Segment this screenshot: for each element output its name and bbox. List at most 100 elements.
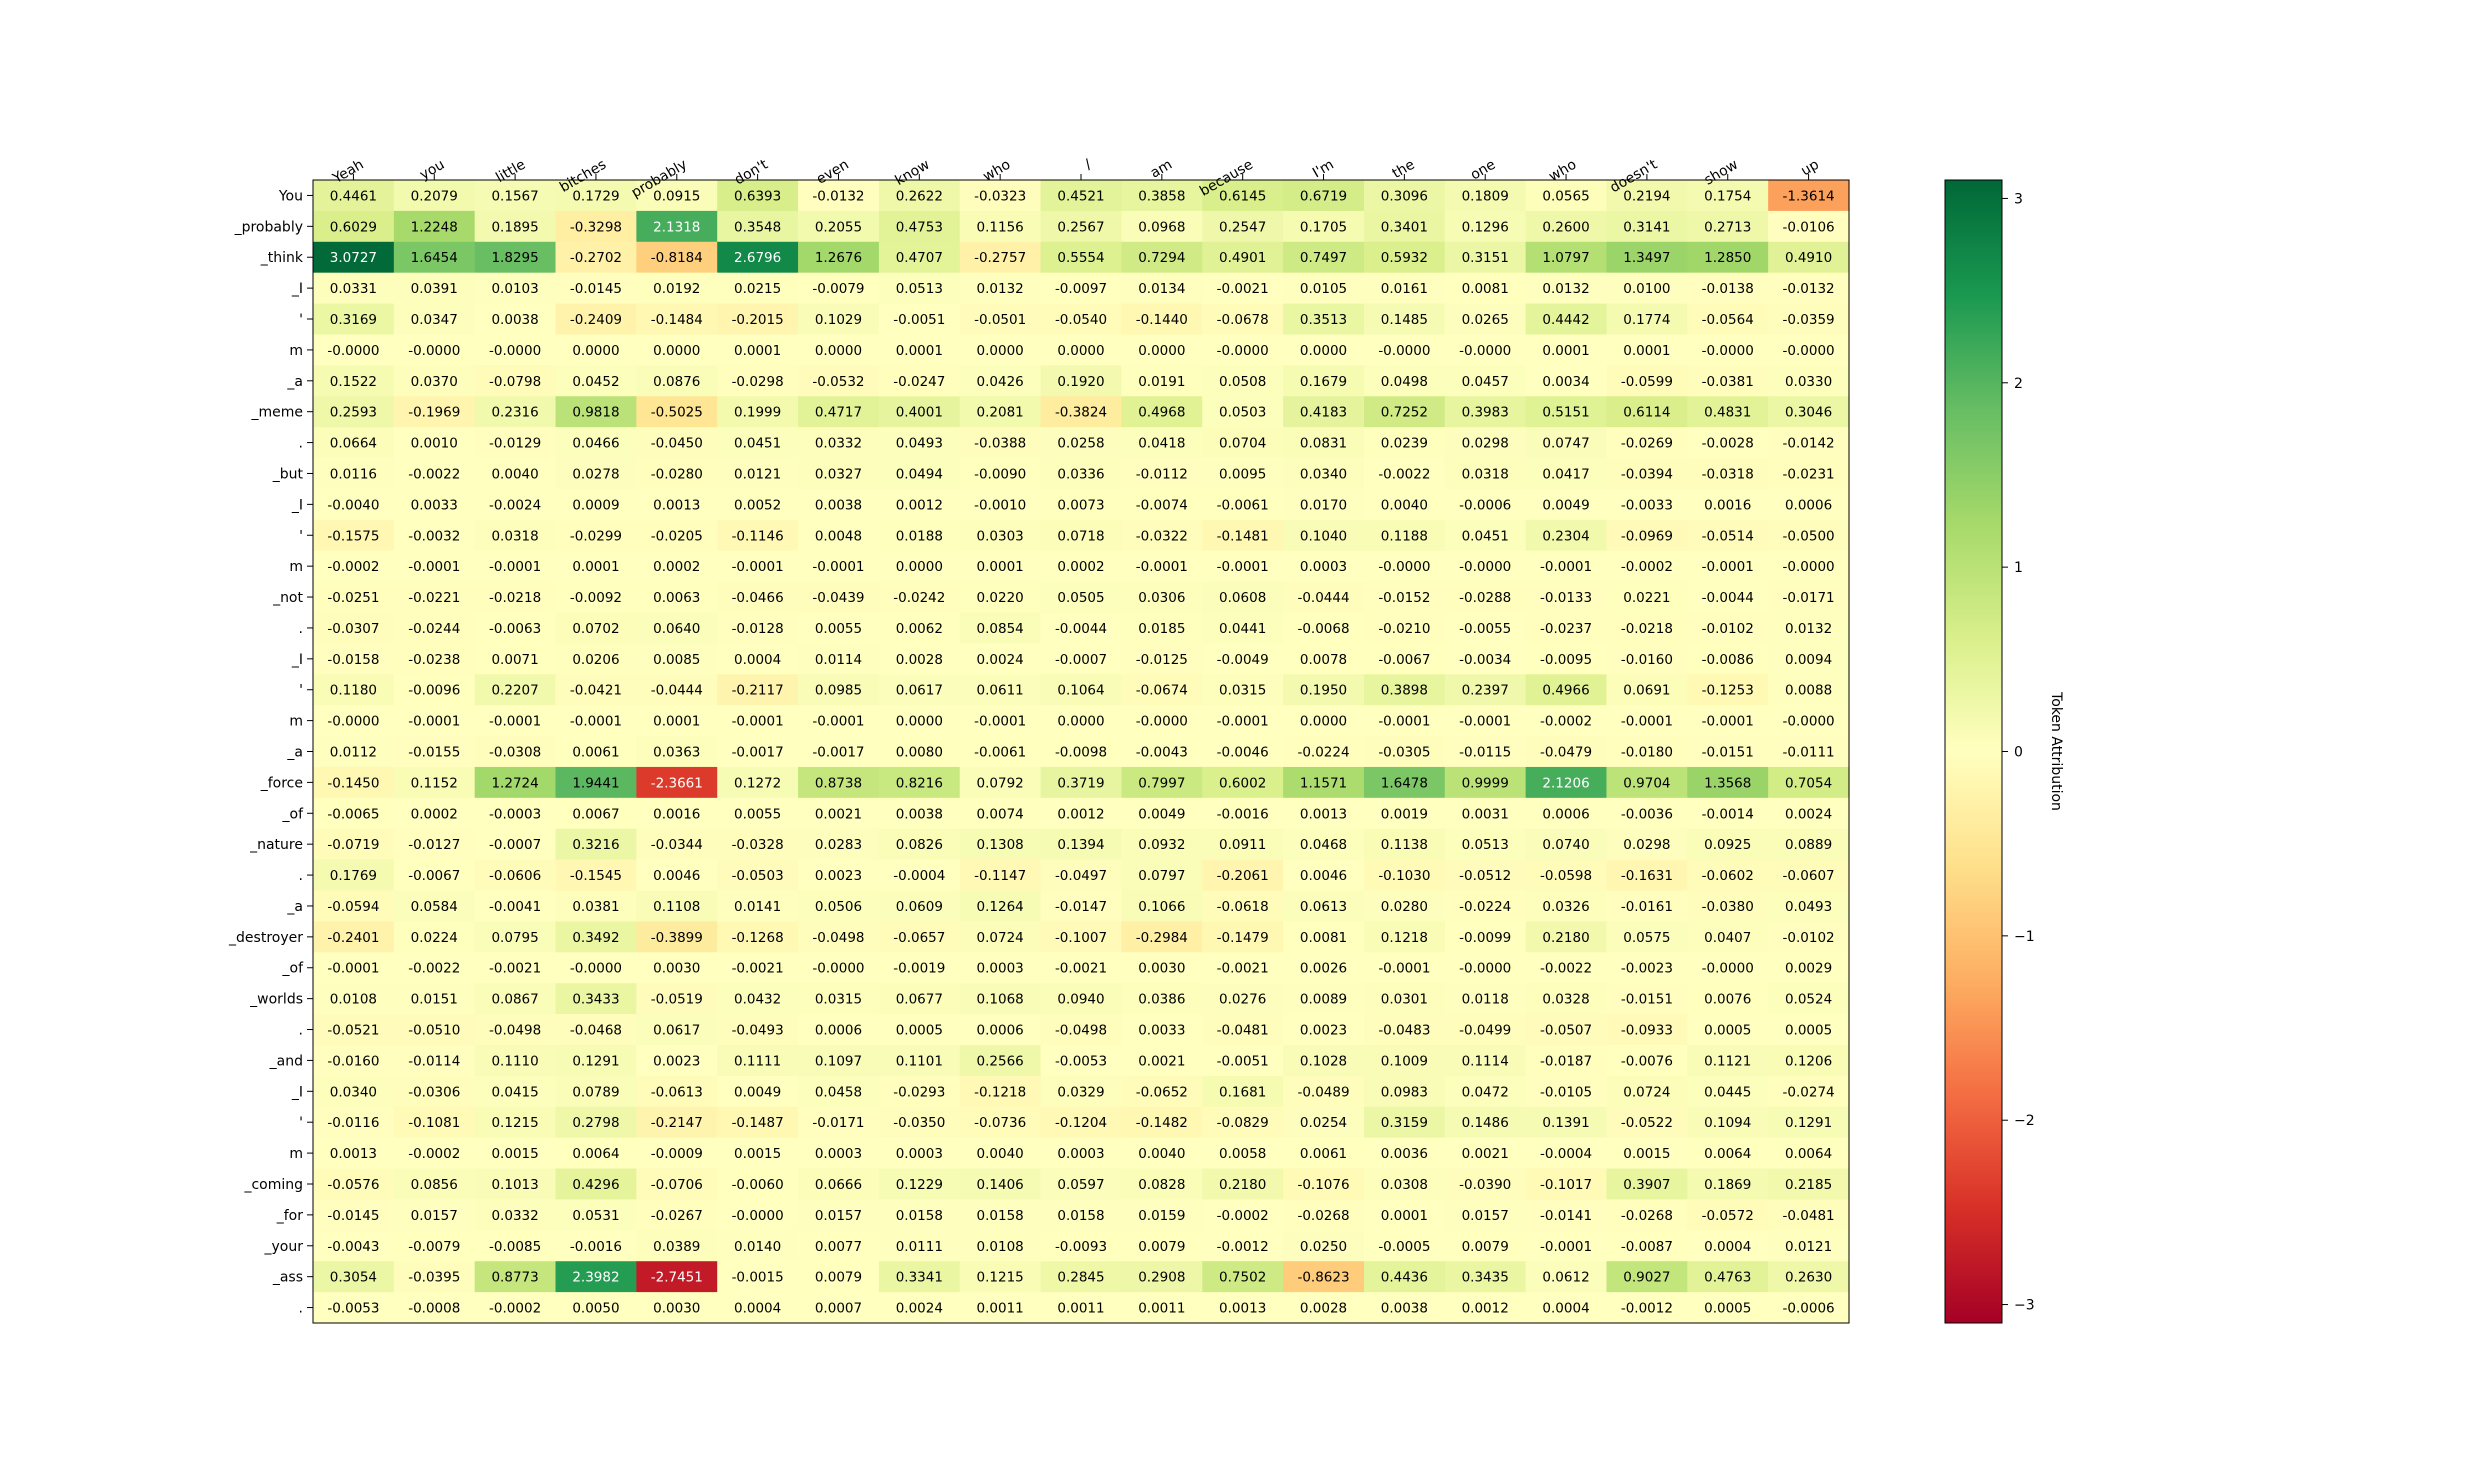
heatmap-cell bbox=[393, 1075, 476, 1108]
cell-value-label: 0.0024 bbox=[1785, 806, 1832, 822]
heatmap-cell bbox=[1202, 890, 1284, 923]
cell-value-label: -0.0093 bbox=[1055, 1239, 1107, 1255]
colorbar-ticks: 3 2 1 0 −1 −2 −3 bbox=[2002, 191, 2035, 1314]
heatmap-cell bbox=[717, 396, 799, 428]
y-tick-label: m bbox=[289, 559, 303, 575]
cell-value-label: -0.0002 bbox=[327, 559, 379, 575]
cell-value-label: 0.0073 bbox=[1057, 497, 1104, 513]
heatmap-cell bbox=[1606, 550, 1688, 583]
cell-value-label: 0.0055 bbox=[815, 621, 862, 637]
heatmap-cell bbox=[636, 303, 718, 336]
cell-value-label: 0.8216 bbox=[896, 775, 943, 791]
heatmap-cell bbox=[1768, 488, 1850, 521]
cell-value-label: 0.0005 bbox=[896, 1023, 943, 1039]
heatmap-cell bbox=[1283, 797, 1365, 830]
heatmap-cell bbox=[636, 797, 718, 830]
heatmap-cell bbox=[1444, 581, 1527, 614]
cell-value-label: 0.0828 bbox=[1138, 1177, 1185, 1193]
cell-value-label: 0.4901 bbox=[1219, 250, 1266, 266]
cell-value-label: -0.0000 bbox=[327, 714, 379, 730]
heatmap-cell bbox=[555, 334, 637, 366]
heatmap-cell bbox=[1283, 1168, 1365, 1201]
heatmap-cell bbox=[1606, 952, 1688, 984]
heatmap-cell bbox=[1768, 797, 1850, 830]
cell-value-label: -2.3661 bbox=[651, 775, 703, 791]
heatmap-cell bbox=[393, 705, 476, 737]
cell-value-label: 0.0826 bbox=[896, 837, 943, 853]
heatmap-cell bbox=[555, 1044, 637, 1077]
heatmap-cell bbox=[1283, 1292, 1365, 1324]
cell-value-label: -0.0798 bbox=[489, 374, 541, 390]
cell-value-label: 0.1291 bbox=[1785, 1115, 1832, 1131]
heatmap-cell bbox=[474, 797, 557, 830]
y-tick-label: _but bbox=[272, 466, 304, 482]
y-tick-label: _for bbox=[276, 1208, 303, 1224]
cell-value-label: 0.0009 bbox=[572, 497, 619, 513]
heatmap-cell bbox=[1444, 210, 1527, 243]
heatmap-cell bbox=[393, 458, 476, 490]
heatmap-cell bbox=[1121, 241, 1203, 274]
cell-value-label: -0.0002 bbox=[1540, 714, 1592, 730]
cell-value-label: 0.0664 bbox=[330, 436, 377, 452]
heatmap-cell bbox=[555, 705, 637, 737]
heatmap-cell bbox=[1363, 180, 1446, 212]
cell-value-label: 0.0001 bbox=[1542, 343, 1589, 359]
cell-value-label: 0.1264 bbox=[977, 899, 1024, 915]
heatmap-cell bbox=[555, 828, 637, 861]
heatmap-cell bbox=[1687, 1106, 1769, 1139]
heatmap-cell bbox=[878, 241, 961, 274]
cell-value-label: 0.1296 bbox=[1462, 219, 1509, 235]
cell-value-label: 0.1681 bbox=[1219, 1084, 1266, 1100]
y-tick-label: _not bbox=[272, 590, 303, 606]
heatmap-cell bbox=[1121, 427, 1203, 459]
heatmap-cell bbox=[1202, 736, 1284, 768]
cell-value-label: -0.0444 bbox=[1297, 590, 1349, 606]
cell-value-label: 0.0040 bbox=[1138, 1146, 1185, 1162]
y-tick-label: m bbox=[289, 343, 303, 359]
cell-value-label: 0.0677 bbox=[896, 992, 943, 1008]
heatmap-cell bbox=[1363, 736, 1446, 768]
cell-value-label: 0.1229 bbox=[896, 1177, 943, 1193]
heatmap-cell bbox=[1768, 1137, 1850, 1170]
heatmap-cell bbox=[1121, 797, 1203, 830]
cell-value-label: -0.3298 bbox=[570, 219, 622, 235]
cell-value-label: 0.0079 bbox=[1462, 1239, 1509, 1255]
heatmap-cell bbox=[878, 1261, 961, 1293]
heatmap-cell bbox=[555, 550, 637, 583]
cell-value-label: 1.9441 bbox=[572, 775, 619, 791]
heatmap-cell bbox=[717, 488, 799, 521]
heatmap-cell bbox=[1525, 983, 1608, 1015]
cell-value-label: 0.2798 bbox=[572, 1115, 619, 1131]
heatmap-cell bbox=[1606, 396, 1688, 428]
heatmap-cell bbox=[474, 581, 557, 614]
cell-value-label: 0.0298 bbox=[1623, 837, 1670, 853]
heatmap-cell bbox=[636, 519, 718, 552]
heatmap-cell bbox=[717, 519, 799, 552]
cell-value-label: -0.1204 bbox=[1055, 1115, 1107, 1131]
heatmap-cell bbox=[1525, 1044, 1608, 1077]
heatmap-cell bbox=[313, 1168, 395, 1201]
y-tick-label: _of bbox=[282, 806, 305, 822]
cell-value-label: -0.1007 bbox=[1055, 930, 1107, 946]
heatmap-cell bbox=[1202, 272, 1284, 305]
cell-value-label: -0.0390 bbox=[1459, 1177, 1511, 1193]
y-tick-label: m bbox=[289, 1146, 303, 1162]
cell-value-label: 0.3216 bbox=[572, 837, 619, 853]
cell-value-label: -0.1147 bbox=[974, 868, 1026, 884]
heatmap-cell bbox=[1606, 519, 1688, 552]
heatmap-cell bbox=[1444, 921, 1527, 953]
cell-value-label: 0.0340 bbox=[1300, 466, 1347, 482]
cell-value-label: 2.6796 bbox=[734, 250, 781, 266]
cell-value-label: -0.0498 bbox=[1055, 1023, 1107, 1039]
cell-value-label: -0.0021 bbox=[1217, 281, 1269, 297]
heatmap-cell bbox=[1283, 581, 1365, 614]
heatmap-cell bbox=[1768, 396, 1850, 428]
cell-value-label: -0.0280 bbox=[651, 466, 703, 482]
heatmap-cell bbox=[1363, 983, 1446, 1015]
heatmap-cell bbox=[313, 1044, 395, 1077]
cell-value-label: -0.0079 bbox=[812, 281, 864, 297]
heatmap-cell bbox=[393, 365, 476, 397]
cell-value-label: 0.3492 bbox=[572, 930, 619, 946]
heatmap-cell bbox=[959, 674, 1042, 706]
cell-value-label: 0.0000 bbox=[653, 343, 700, 359]
